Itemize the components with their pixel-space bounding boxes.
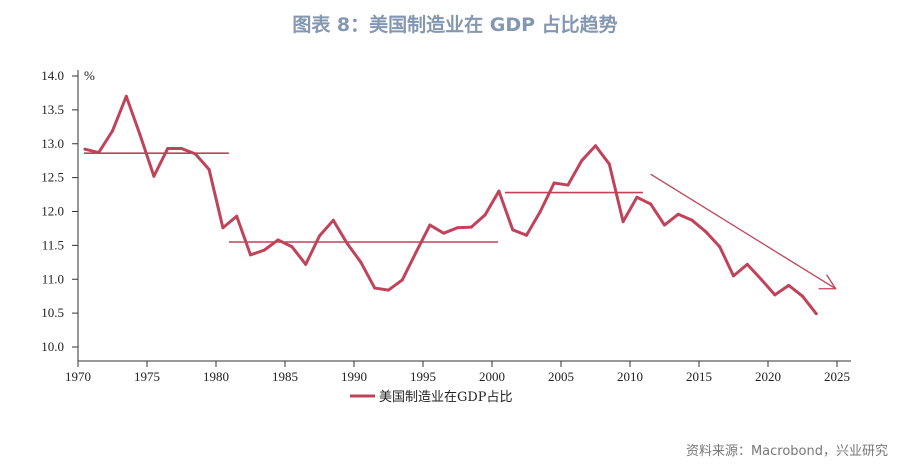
data-point [387, 288, 390, 292]
data-point [304, 262, 308, 266]
axes: 10.0 10.5 11.0 11.5 12.0 12.5 13.0 13.5 14.0 1970… [41, 68, 851, 384]
y-tick-label: 12.0 [41, 204, 64, 219]
data-point [83, 147, 87, 151]
data-point [649, 202, 653, 206]
y-tick-label: 10.0 [41, 339, 64, 354]
data-point [538, 210, 542, 213]
data-point [111, 129, 114, 133]
data-point [442, 231, 446, 235]
data-point [814, 312, 818, 316]
x-tick-label: 1985 [272, 369, 298, 384]
data-point [331, 218, 335, 222]
x-tick-label: 2025 [824, 369, 850, 384]
data-point [166, 146, 170, 150]
data-point [124, 94, 128, 98]
data-point [235, 214, 239, 218]
data-point [152, 174, 156, 178]
data-point [704, 230, 708, 234]
data-point [193, 152, 197, 156]
source-note: 资料来源：Macrobond，兴业研究 [685, 444, 888, 459]
annotations [84, 152, 837, 290]
y-tick-label: 12.5 [41, 170, 64, 185]
data-point [345, 241, 349, 245]
series-line [84, 94, 818, 315]
data-point [483, 213, 487, 217]
x-tick-label: 1970 [65, 369, 91, 384]
x-tick-label: 1995 [410, 369, 436, 384]
x-tick-label: 2005 [548, 369, 574, 384]
data-point [511, 228, 515, 232]
data-point [97, 151, 101, 155]
x-tick-label: 2020 [755, 369, 781, 384]
y-tick-label: 14.0 [41, 68, 64, 83]
y-tick-label: 11.5 [42, 237, 64, 252]
data-point [290, 245, 294, 249]
x-tick-label: 1980 [203, 369, 229, 384]
data-point [607, 162, 611, 166]
data-point [373, 286, 377, 290]
legend-label: 美国制造业在GDP占比 [379, 390, 513, 405]
y-unit-label: % [84, 68, 95, 83]
data-point [594, 144, 597, 148]
data-point [400, 278, 404, 282]
data-point [276, 238, 280, 242]
data-point [552, 181, 556, 185]
data-point [718, 245, 722, 249]
data-point [787, 283, 791, 287]
data-point [428, 223, 432, 227]
data-point [580, 159, 584, 163]
data-point [180, 146, 183, 150]
data-point [469, 225, 473, 229]
x-tick-label: 1975 [134, 369, 160, 384]
data-point [635, 195, 639, 199]
data-point [566, 183, 570, 187]
data-point [676, 212, 680, 216]
data-point [359, 260, 363, 264]
series [83, 94, 818, 316]
data-point [456, 226, 459, 230]
data-point [773, 293, 777, 297]
y-tick-label: 13.0 [41, 136, 64, 151]
x-tick-label: 1990 [341, 369, 367, 384]
data-point [497, 189, 501, 193]
data-point [262, 248, 266, 252]
y-tick-label: 13.5 [41, 102, 64, 117]
data-point [318, 234, 321, 238]
data-point [525, 233, 528, 237]
legend: 美国制造业在GDP占比 [350, 390, 513, 405]
x-tick-label: 2000 [479, 369, 505, 384]
data-point [801, 294, 804, 298]
data-point [759, 277, 763, 281]
trend-arrow [650, 173, 836, 290]
y-tick-label: 10.5 [41, 305, 64, 320]
data-point [690, 218, 694, 222]
data-point [207, 167, 211, 171]
data-point [621, 220, 625, 224]
data-point [138, 133, 142, 137]
data-point [249, 253, 252, 257]
data-point [663, 223, 666, 227]
data-point [414, 250, 418, 254]
y-tick-label: 11.0 [42, 271, 64, 286]
data-point [732, 274, 735, 278]
x-tick-label: 2010 [617, 369, 643, 384]
x-tick-label: 2015 [686, 369, 712, 384]
data-point [221, 226, 225, 230]
trend-arrow-head [818, 274, 837, 290]
data-point [745, 262, 749, 266]
chart-title: 图表 8：美国制造业在 GDP 占比趋势 [292, 14, 618, 36]
